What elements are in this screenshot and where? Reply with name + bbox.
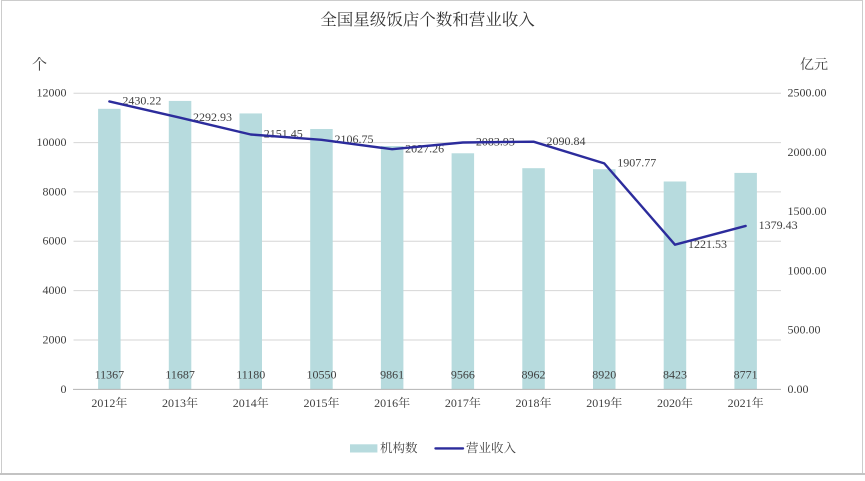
svg-text:0.00: 0.00 xyxy=(788,382,809,396)
svg-text:2018: 2018 xyxy=(516,396,540,410)
svg-text:0: 0 xyxy=(61,382,67,396)
svg-text:10000: 10000 xyxy=(37,135,67,149)
svg-text:1221.53: 1221.53 xyxy=(688,237,727,251)
svg-text:1907.77: 1907.77 xyxy=(617,156,656,170)
svg-text:10550: 10550 xyxy=(306,367,336,381)
svg-text:1000.00: 1000.00 xyxy=(788,263,827,277)
svg-text:2500.00: 2500.00 xyxy=(788,86,827,100)
svg-text:2016: 2016 xyxy=(374,396,398,410)
svg-text:1379.43: 1379.43 xyxy=(759,218,798,232)
svg-text:2090.84: 2090.84 xyxy=(547,134,586,148)
svg-text:9566: 9566 xyxy=(451,367,475,381)
svg-text:12000: 12000 xyxy=(37,86,67,100)
svg-text:500.00: 500.00 xyxy=(788,323,821,337)
svg-text:11367: 11367 xyxy=(95,367,125,381)
svg-text:8962: 8962 xyxy=(522,367,546,381)
svg-text:9861: 9861 xyxy=(380,367,404,381)
svg-text:8000: 8000 xyxy=(43,184,67,198)
svg-text:2021: 2021 xyxy=(728,396,752,410)
svg-text:2012: 2012 xyxy=(91,396,115,410)
svg-text:2013: 2013 xyxy=(162,396,186,410)
svg-text:11687: 11687 xyxy=(165,367,195,381)
svg-text:8423: 8423 xyxy=(663,367,687,381)
svg-text:4000: 4000 xyxy=(43,283,67,297)
svg-text:8771: 8771 xyxy=(734,367,758,381)
svg-text:2019: 2019 xyxy=(586,396,610,410)
svg-text:6000: 6000 xyxy=(43,234,67,248)
svg-text:2000.00: 2000.00 xyxy=(788,145,827,159)
svg-text:11180: 11180 xyxy=(236,367,265,381)
svg-text:2015: 2015 xyxy=(303,396,327,410)
svg-text:2020: 2020 xyxy=(657,396,681,410)
svg-text:2017: 2017 xyxy=(445,396,469,410)
svg-text:1500.00: 1500.00 xyxy=(788,204,827,218)
svg-text:2430.22: 2430.22 xyxy=(122,94,161,108)
svg-text:2292.93: 2292.93 xyxy=(193,110,232,124)
svg-text:2014: 2014 xyxy=(233,396,257,410)
svg-text:2000: 2000 xyxy=(43,332,67,346)
svg-text:8920: 8920 xyxy=(592,367,616,381)
